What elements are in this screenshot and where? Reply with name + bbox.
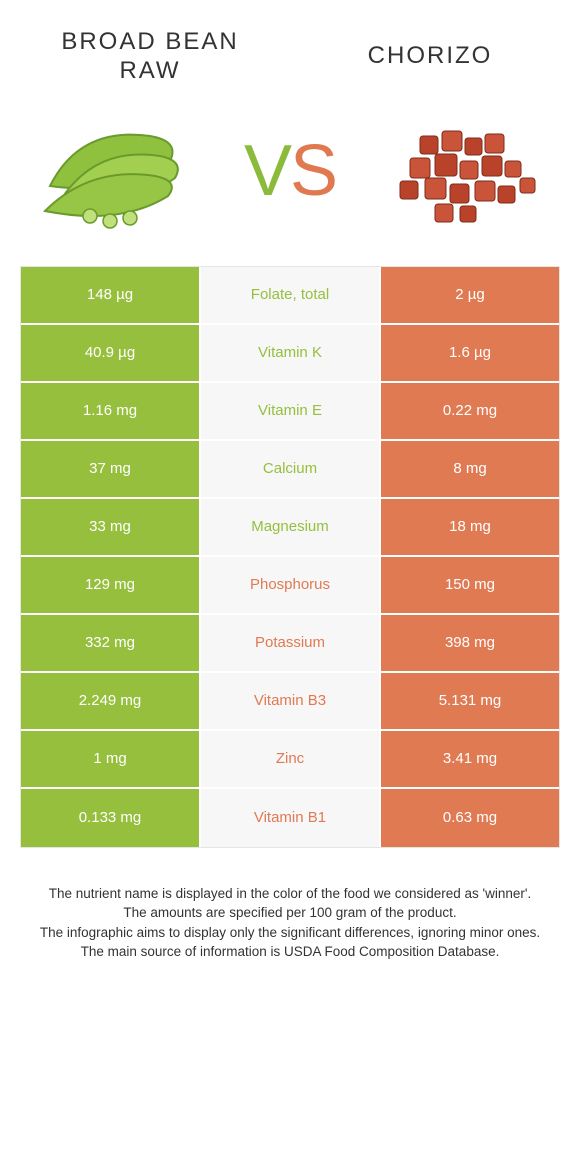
value-left: 37 mg	[21, 441, 201, 497]
table-row: 1.16 mgVitamin E0.22 mg	[21, 383, 559, 441]
table-row: 40.9 µgVitamin K1.6 µg	[21, 325, 559, 383]
table-row: 2.249 mgVitamin B35.131 mg	[21, 673, 559, 731]
title-left: BROAD BEAN RAW	[50, 28, 250, 86]
value-left: 40.9 µg	[21, 325, 201, 381]
table-row: 33 mgMagnesium18 mg	[21, 499, 559, 557]
value-right: 3.41 mg	[381, 731, 559, 787]
nutrient-label: Vitamin E	[201, 383, 381, 439]
table-row: 0.133 mgVitamin B10.63 mg	[21, 789, 559, 847]
infographic-container: BROAD BEAN RAW CHORIZO VS	[0, 0, 580, 962]
value-left: 148 µg	[21, 267, 201, 323]
value-right: 18 mg	[381, 499, 559, 555]
header-left: BROAD BEAN RAW	[50, 28, 250, 86]
note-line: The infographic aims to display only the…	[30, 923, 550, 943]
nutrient-label: Magnesium	[201, 499, 381, 555]
chorizo-icon	[380, 106, 550, 236]
value-right: 0.63 mg	[381, 789, 559, 847]
broad-bean-icon	[30, 106, 200, 236]
value-left: 332 mg	[21, 615, 201, 671]
value-right: 8 mg	[381, 441, 559, 497]
table-row: 129 mgPhosphorus150 mg	[21, 557, 559, 615]
table-row: 37 mgCalcium8 mg	[21, 441, 559, 499]
header: BROAD BEAN RAW CHORIZO	[0, 0, 580, 96]
note-line: The nutrient name is displayed in the co…	[30, 884, 550, 904]
title-right: CHORIZO	[368, 42, 493, 71]
value-left: 2.249 mg	[21, 673, 201, 729]
broad-bean-image	[30, 106, 200, 236]
header-right: CHORIZO	[330, 28, 530, 86]
value-right: 5.131 mg	[381, 673, 559, 729]
note-line: The main source of information is USDA F…	[30, 942, 550, 962]
value-right: 398 mg	[381, 615, 559, 671]
table-row: 148 µgFolate, total2 µg	[21, 267, 559, 325]
vs-v: V	[244, 131, 290, 211]
value-right: 2 µg	[381, 267, 559, 323]
nutrient-label: Vitamin B3	[201, 673, 381, 729]
value-left: 33 mg	[21, 499, 201, 555]
table-row: 332 mgPotassium398 mg	[21, 615, 559, 673]
nutrient-label: Calcium	[201, 441, 381, 497]
nutrient-label: Folate, total	[201, 267, 381, 323]
table-row: 1 mgZinc3.41 mg	[21, 731, 559, 789]
nutrient-label: Phosphorus	[201, 557, 381, 613]
chorizo-image	[380, 106, 550, 236]
value-left: 1 mg	[21, 731, 201, 787]
nutrient-label: Zinc	[201, 731, 381, 787]
vs-label: VS	[244, 130, 336, 212]
nutrient-label: Vitamin B1	[201, 789, 381, 847]
nutrient-label: Vitamin K	[201, 325, 381, 381]
footer-notes: The nutrient name is displayed in the co…	[30, 884, 550, 962]
comparison-table: 148 µgFolate, total2 µg40.9 µgVitamin K1…	[20, 266, 560, 848]
value-right: 0.22 mg	[381, 383, 559, 439]
nutrient-label: Potassium	[201, 615, 381, 671]
vs-s: S	[290, 131, 336, 211]
value-left: 129 mg	[21, 557, 201, 613]
value-right: 150 mg	[381, 557, 559, 613]
note-line: The amounts are specified per 100 gram o…	[30, 903, 550, 923]
value-right: 1.6 µg	[381, 325, 559, 381]
images-row: VS	[0, 96, 580, 266]
value-left: 0.133 mg	[21, 789, 201, 847]
value-left: 1.16 mg	[21, 383, 201, 439]
